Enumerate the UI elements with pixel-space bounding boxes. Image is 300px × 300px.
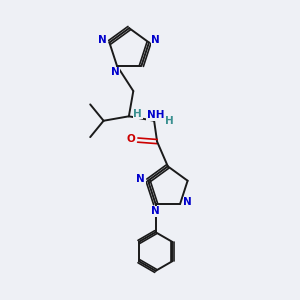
Text: N: N [136, 174, 145, 184]
Text: N: N [151, 35, 160, 45]
Text: NH: NH [147, 110, 164, 120]
Text: H: H [134, 109, 142, 119]
Text: N: N [183, 197, 192, 208]
Text: N: N [98, 35, 107, 45]
Text: H: H [165, 116, 174, 126]
Text: N: N [111, 67, 120, 77]
Text: N: N [151, 206, 159, 216]
Text: O: O [127, 134, 136, 144]
